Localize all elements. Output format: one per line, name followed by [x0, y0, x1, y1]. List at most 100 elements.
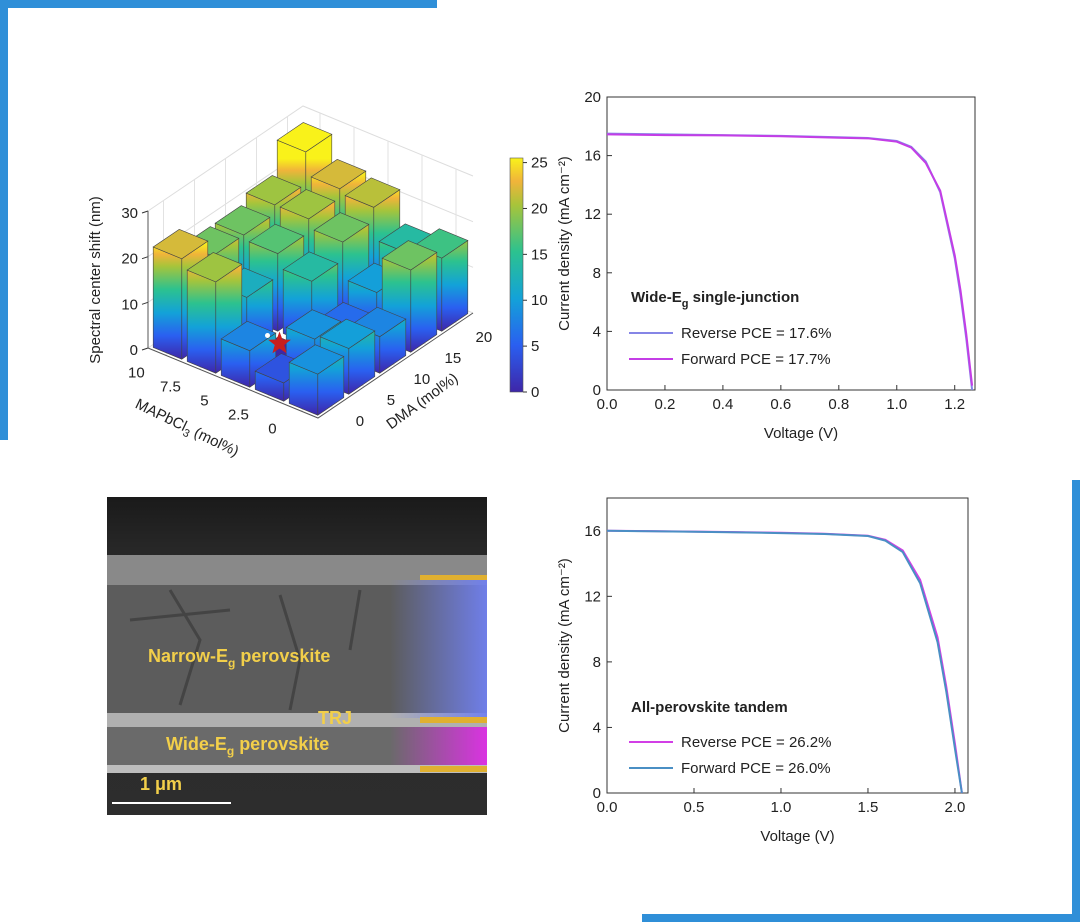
bar-top	[279, 189, 336, 220]
bar-side	[186, 269, 217, 374]
label-part: Wide-E	[166, 734, 227, 754]
colorbar-tick-label: 10	[531, 292, 548, 309]
legend-label: Reverse PCE = 17.6%	[681, 325, 832, 342]
grid-line	[147, 105, 474, 212]
z-tick	[141, 210, 149, 214]
x-tick-label: 0.0	[597, 799, 618, 816]
axis-line	[147, 211, 474, 419]
x-tick-label: 7.5	[160, 379, 181, 396]
frame-bar	[1072, 480, 1080, 922]
annotation-part: All-perovskite tandem	[631, 699, 788, 716]
colorbar-tick-label: 15	[531, 246, 548, 263]
x-tick-label: 0.2	[655, 396, 676, 413]
optimum-star	[268, 331, 291, 354]
y-tick-label: 4	[593, 323, 601, 340]
x-tick-label: 0.0	[597, 396, 618, 413]
x-tick-label: 1.0	[771, 799, 792, 816]
z-tick-label: 10	[121, 296, 138, 313]
label-part: perovskite	[234, 734, 329, 754]
x-axis-label: MAPbCl3 (mol%)	[131, 396, 241, 463]
label-sub: g	[227, 744, 234, 758]
z-tick	[141, 347, 149, 351]
colorbar-tick-label: 5	[531, 338, 539, 355]
z-tick-label: 0	[130, 342, 138, 359]
overlay-line	[420, 766, 487, 772]
bar-top	[313, 212, 370, 243]
x-tick-label: 10	[128, 365, 145, 382]
y-tick-label: 0	[593, 382, 601, 399]
frame-bar	[0, 0, 8, 440]
y-tick-label: 8	[593, 265, 601, 282]
label-sub: 3	[181, 427, 192, 440]
annotation-sub: g	[682, 298, 689, 310]
x-axis-label: Voltage (V)	[764, 425, 838, 442]
z-tick-label: 30	[121, 205, 138, 222]
series-line	[606, 529, 963, 794]
y-tick-label: 16	[584, 523, 601, 540]
annotation: All-perovskite tandem	[631, 699, 788, 716]
bar-top	[214, 205, 271, 236]
overlay-line	[420, 717, 487, 723]
annotation: Wide-Eg single-junction	[631, 289, 799, 310]
colorbar-tick-label: 0	[531, 384, 539, 401]
overlay-line	[420, 575, 487, 580]
y-axis-label: Current density (mA cm⁻²)	[556, 558, 573, 733]
legend-label: Reverse PCE = 26.2%	[681, 734, 832, 751]
colorbar-tick-label: 25	[531, 155, 548, 172]
bar-top	[220, 320, 277, 352]
legend-label: Forward PCE = 26.0%	[681, 760, 831, 777]
y-tick-label: 10	[414, 371, 431, 388]
label-part: perovskite	[235, 646, 330, 666]
x-tick-label: 0	[268, 421, 276, 438]
colorbar	[509, 157, 524, 393]
bar-top	[248, 223, 305, 254]
y-tick-label: 5	[387, 392, 395, 409]
y-tick-label: 4	[593, 719, 601, 736]
x-axis-label: Voltage (V)	[760, 828, 834, 845]
overlay-narrow	[390, 580, 487, 718]
x-tick-label: 1.2	[944, 396, 965, 413]
label-sub: g	[228, 656, 235, 670]
bar-top	[381, 240, 438, 271]
y-tick-label: 12	[584, 588, 601, 605]
y-tick-label: 8	[593, 654, 601, 671]
bar-top	[276, 122, 333, 153]
x-tick-label: 0.4	[712, 396, 733, 413]
y-tick-label: 20	[476, 329, 493, 346]
bar-top	[310, 158, 367, 190]
sem-grain	[129, 589, 362, 711]
colorbar-tick-label: 20	[531, 200, 548, 217]
y-axis-label: Current density (mA cm⁻²)	[556, 156, 573, 331]
series-line	[606, 133, 974, 386]
z-tick	[141, 301, 149, 305]
bar-top	[186, 252, 243, 283]
y-tick-label: 16	[584, 148, 601, 165]
x-tick-label: 0.6	[770, 396, 791, 413]
optimum-dot	[265, 333, 270, 338]
trj-label: TRJ	[318, 708, 352, 728]
sem-image: Narrow-Eg perovskite TRJ Wide-Eg perovsk…	[107, 497, 487, 815]
label-part: Narrow-E	[148, 646, 228, 666]
sem-layer	[107, 765, 487, 773]
x-tick-label: 0.8	[828, 396, 849, 413]
x-tick-label: 1.5	[858, 799, 879, 816]
y-tick-label: 0	[356, 413, 364, 430]
series-line	[606, 529, 963, 794]
z-axis-label: Spectral center shift (nm)	[87, 196, 104, 364]
label-part: MAPbCl	[133, 396, 190, 435]
label-part: (mol%)	[188, 422, 242, 460]
x-tick-label: 2.5	[228, 407, 249, 424]
plot-frame	[606, 497, 969, 794]
x-tick-label: 5	[200, 393, 208, 410]
x-tick-label: 1.0	[886, 396, 907, 413]
frame-bar	[0, 0, 437, 8]
z-tick-label: 20	[121, 251, 138, 268]
x-tick-label: 0.5	[684, 799, 705, 816]
plot-frame	[606, 96, 976, 391]
frame-bar	[642, 914, 1080, 922]
overlay-wide	[390, 727, 487, 765]
annotation-part: single-junction	[688, 289, 799, 306]
bar-top	[285, 309, 342, 340]
bar-top	[245, 175, 302, 206]
